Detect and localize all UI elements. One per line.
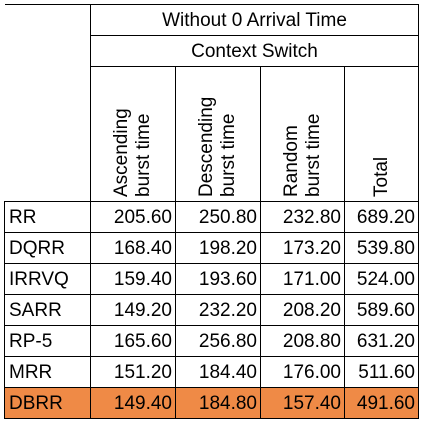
column-header-descending[interactable]: Descending burst time [175, 66, 261, 202]
value-cell[interactable]: 173.20 [260, 232, 345, 264]
total-cell[interactable]: 689.20 [344, 201, 419, 233]
subgroup-header-cell[interactable]: Context Switch [90, 35, 419, 67]
algorithm-cell[interactable]: RP-5 [4, 325, 91, 357]
algorithm-cell[interactable]: DQRR [4, 232, 91, 264]
table-row: RP-5 165.60 256.80 208.80 631.20 [4, 325, 419, 357]
algorithm-cell[interactable]: IRRVQ [4, 263, 91, 295]
value-cell[interactable]: 250.80 [175, 201, 261, 233]
value-cell[interactable]: 157.40 [260, 387, 345, 419]
value-cell[interactable]: 193.60 [175, 263, 261, 295]
algorithm-cell[interactable]: DBRR [4, 387, 91, 419]
value-cell[interactable]: 165.60 [90, 325, 176, 357]
column-header-line: Ascending [111, 108, 132, 197]
column-header-line: Random [280, 125, 302, 197]
value-cell[interactable]: 184.40 [175, 356, 261, 388]
table-row: MRR 151.20 184.40 176.00 511.60 [4, 356, 419, 388]
header-corner-cell[interactable] [4, 4, 91, 202]
column-header-line: burst time [302, 113, 324, 197]
table-row: DQRR 168.40 198.20 173.20 539.80 [4, 232, 419, 264]
value-cell[interactable]: 168.40 [90, 232, 176, 264]
value-cell[interactable]: 208.20 [260, 294, 345, 326]
column-header-line: Total [370, 156, 392, 197]
algorithm-cell[interactable]: MRR [4, 356, 91, 388]
value-cell[interactable]: 232.20 [175, 294, 261, 326]
column-header-line: Descending [196, 96, 217, 197]
value-cell[interactable]: 151.20 [90, 356, 176, 388]
total-cell[interactable]: 589.60 [344, 294, 419, 326]
value-cell[interactable]: 149.20 [90, 294, 176, 326]
column-header-line: burst time [218, 113, 239, 197]
column-header-ascending[interactable]: Ascending burst time [90, 66, 176, 202]
table-row: SARR 149.20 232.20 208.20 589.60 [4, 294, 419, 326]
table-row: IRRVQ 159.40 193.60 171.00 524.00 [4, 263, 419, 295]
value-cell[interactable]: 232.80 [260, 201, 345, 233]
total-cell[interactable]: 511.60 [344, 356, 419, 388]
column-header-random[interactable]: Random burst time [260, 66, 345, 202]
column-header-line: burst time [133, 113, 154, 197]
total-cell[interactable]: 631.20 [344, 325, 419, 357]
group-header-cell[interactable]: Without 0 Arrival Time [90, 4, 419, 36]
table-row-highlighted: DBRR 149.40 184.80 157.40 491.60 [4, 387, 419, 419]
value-cell[interactable]: 256.80 [175, 325, 261, 357]
column-header-total[interactable]: Total [344, 66, 419, 202]
value-cell[interactable]: 198.20 [175, 232, 261, 264]
value-cell[interactable]: 208.80 [260, 325, 345, 357]
results-table: Without 0 Arrival Time Context Switch As… [4, 4, 419, 419]
total-cell[interactable]: 524.00 [344, 263, 419, 295]
total-cell[interactable]: 491.60 [344, 387, 419, 419]
total-cell[interactable]: 539.80 [344, 232, 419, 264]
value-cell[interactable]: 149.40 [90, 387, 176, 419]
table-row: RR 205.60 250.80 232.80 689.20 [4, 201, 419, 233]
algorithm-cell[interactable]: SARR [4, 294, 91, 326]
algorithm-cell[interactable]: RR [4, 201, 91, 233]
value-cell[interactable]: 159.40 [90, 263, 176, 295]
value-cell[interactable]: 184.80 [175, 387, 261, 419]
value-cell[interactable]: 205.60 [90, 201, 176, 233]
value-cell[interactable]: 171.00 [260, 263, 345, 295]
value-cell[interactable]: 176.00 [260, 356, 345, 388]
